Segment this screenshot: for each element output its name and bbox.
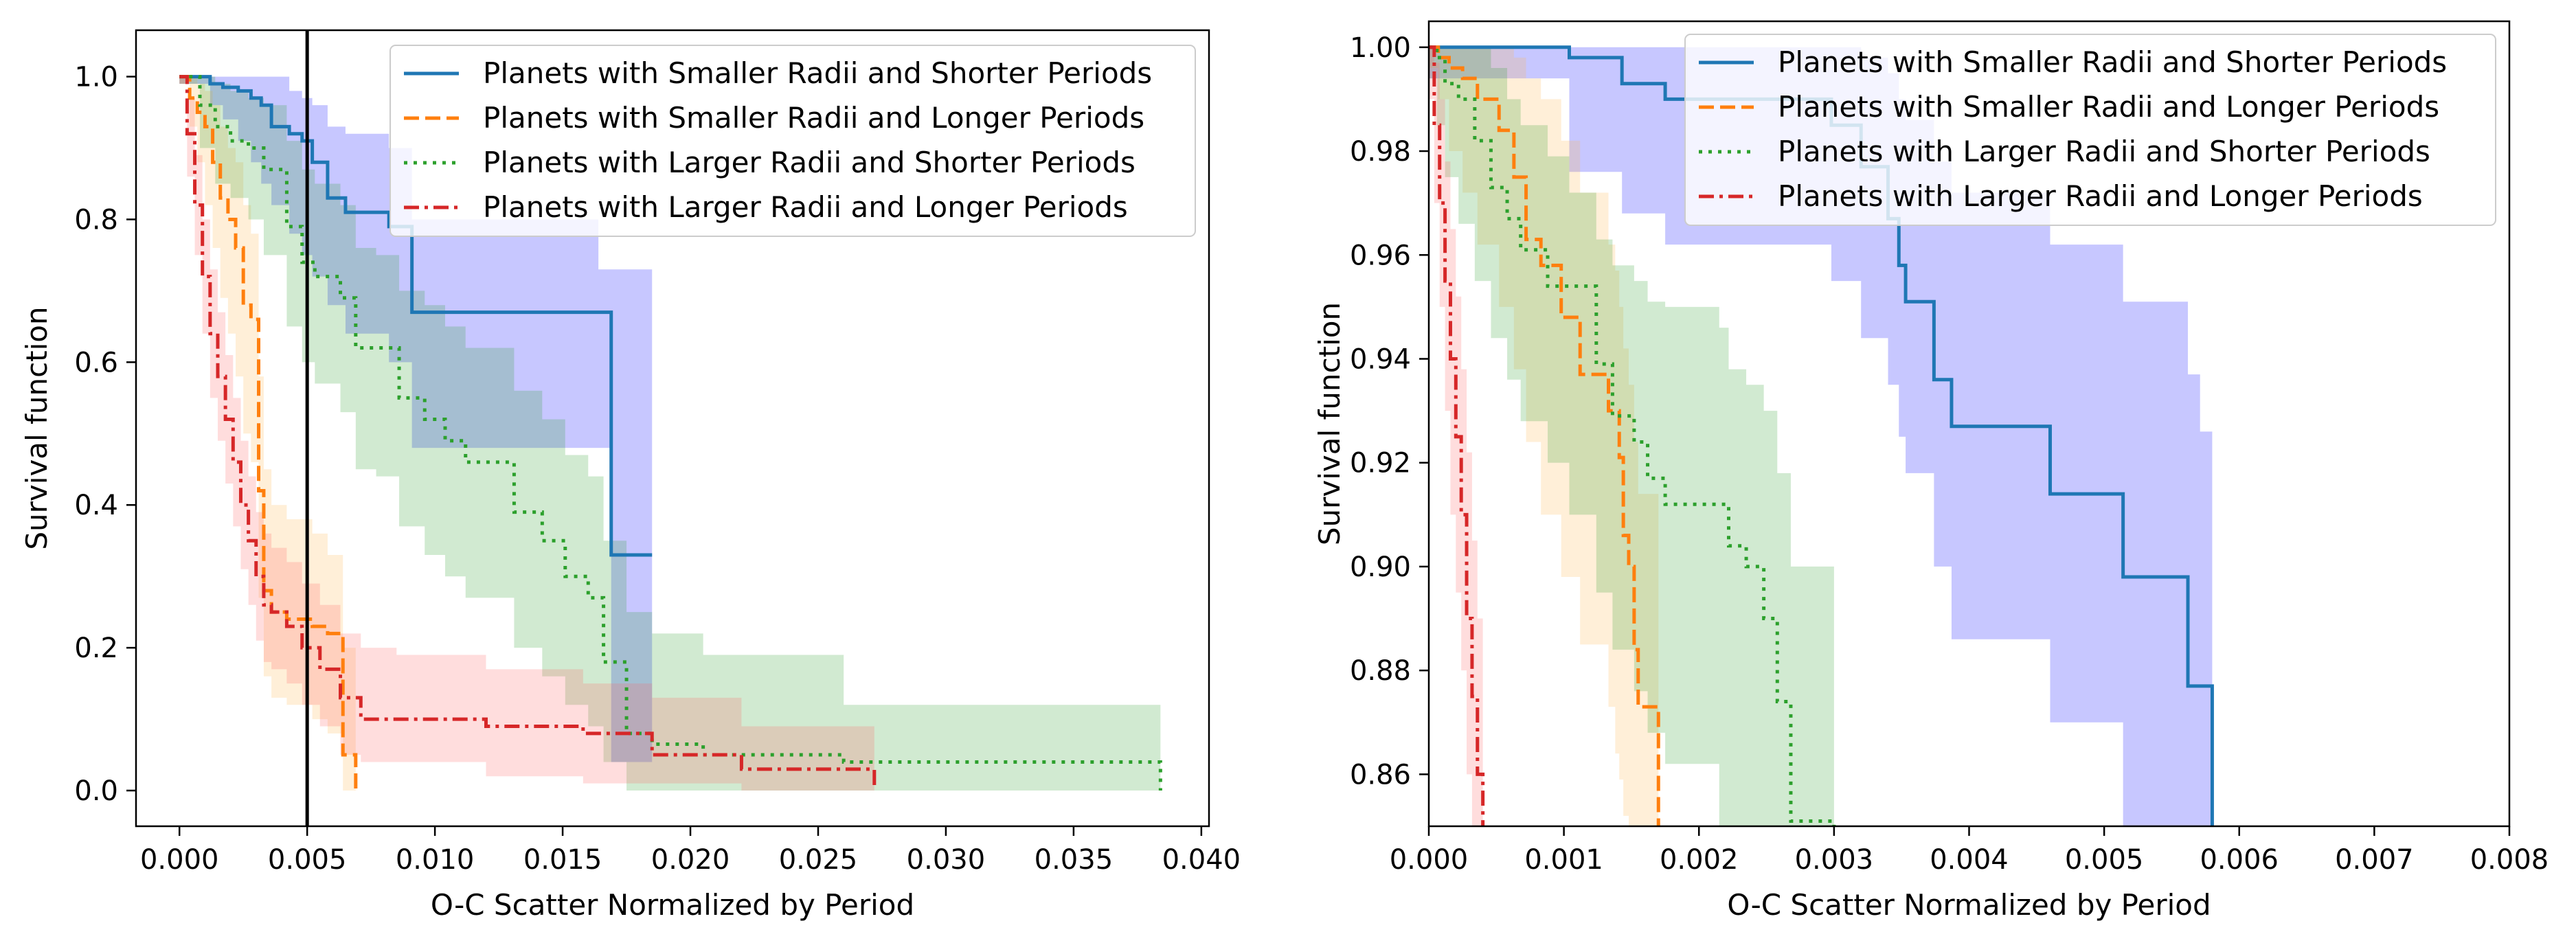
legend-entry-label: Planets with Smaller Radii and Longer Pe…: [483, 101, 1144, 135]
confidence-band-series-2: [179, 76, 356, 791]
legend-entry-label: Planets with Smaller Radii and Longer Pe…: [1778, 90, 2439, 124]
x-axis-label: O-C Scatter Normalized by Period: [431, 888, 914, 922]
legend-entry-label: Planets with Larger Radii and Longer Per…: [483, 190, 1128, 224]
y-tick-label: 0.4: [74, 490, 118, 521]
survival-line-series-3: [1429, 45, 1836, 826]
x-tick-label: 0.040: [1162, 844, 1241, 876]
x-tick-label: 0.000: [1390, 844, 1469, 876]
y-axis-label: Survival function: [20, 306, 54, 549]
legend-entry-label: Planets with Larger Radii and Longer Per…: [1778, 179, 2423, 213]
legend-entry-label: Planets with Larger Radii and Shorter Pe…: [483, 146, 1136, 179]
x-tick-label: 0.004: [1930, 844, 2009, 876]
x-tick-label: 0.015: [523, 844, 602, 876]
confidence-band-series-1: [179, 76, 653, 762]
x-tick-label: 0.008: [2470, 844, 2549, 876]
left-panel: 0.000 0.005 0.010 0.015 0.020 0.025 0.030 0.035…: [20, 29, 1241, 922]
y-tick-label: 1.00: [1350, 32, 1411, 64]
survival-line-series-4: [179, 75, 877, 791]
x-tick-label: 0.002: [1660, 844, 1739, 876]
x-tick-label: 0.007: [2335, 844, 2414, 876]
y-tick-label: 0.94: [1350, 343, 1411, 375]
legend: Planets with Smaller Radii and Shorter P…: [1684, 34, 2496, 226]
y-axis-label: Survival function: [1313, 302, 1346, 545]
x-tick-label: 0.030: [907, 844, 986, 876]
y-tick-label: 0.92: [1350, 448, 1411, 479]
y-tick-label: 0.6: [74, 347, 118, 378]
legend-entry-label: Planets with Larger Radii and Shorter Pe…: [1778, 135, 2430, 168]
x-tick-label: 0.005: [268, 844, 347, 876]
survival-line-series-3: [179, 75, 1162, 791]
y-tick-label: 0.8: [74, 204, 118, 236]
x-tick-label: 0.005: [2065, 844, 2144, 876]
x-tick-label: 0.020: [651, 844, 730, 876]
survival-line-series-2: [179, 75, 358, 791]
x-tick-label: 0.000: [140, 844, 219, 876]
right-panel: 0.000 0.001 0.002 0.003 0.004 0.005 0.006 0.007…: [1313, 20, 2549, 922]
y-tick-label: 0.0: [74, 775, 118, 807]
plot-area: [1429, 45, 2214, 826]
y-tick-label: 0.98: [1350, 136, 1411, 168]
x-tick-label: 0.001: [1524, 844, 1603, 876]
x-tick-label: 0.010: [396, 844, 475, 876]
survival-line-series-1: [179, 75, 653, 557]
legend-entry-label: Planets with Smaller Radii and Shorter P…: [483, 56, 1152, 90]
survival-line-series-4: [1429, 45, 1485, 826]
legend-box: [1684, 34, 2496, 226]
confidence-band-series-3: [1429, 47, 1834, 826]
x-tick-label: 0.035: [1035, 844, 1114, 876]
legend-box: [389, 45, 1196, 237]
y-tick-label: 0.88: [1350, 655, 1411, 687]
confidence-band-series-1: [1429, 47, 2213, 826]
legend: Planets with Smaller Radii and Shorter P…: [389, 45, 1196, 237]
x-tick-label: 0.006: [2200, 844, 2279, 876]
survival-line-series-2: [1429, 45, 1660, 826]
x-tick-label: 0.003: [1795, 844, 1874, 876]
survival-line-series-1: [1429, 45, 2214, 826]
axes-frame: [135, 29, 1210, 828]
y-tick-label: 1.0: [74, 62, 118, 93]
x-axis-label: O-C Scatter Normalized by Period: [1727, 888, 2211, 922]
confidence-band-series-2: [1429, 47, 1659, 826]
y-tick-label: 0.86: [1350, 759, 1411, 791]
x-tick-label: 0.025: [779, 844, 858, 876]
plot-area: [179, 30, 1162, 826]
confidence-band-series-3: [179, 76, 1161, 791]
y-tick-label: 0.2: [74, 633, 118, 664]
legend-entry-label: Planets with Smaller Radii and Shorter P…: [1778, 45, 2447, 79]
y-tick-label: 0.90: [1350, 552, 1411, 583]
y-tick-label: 0.96: [1350, 240, 1411, 271]
